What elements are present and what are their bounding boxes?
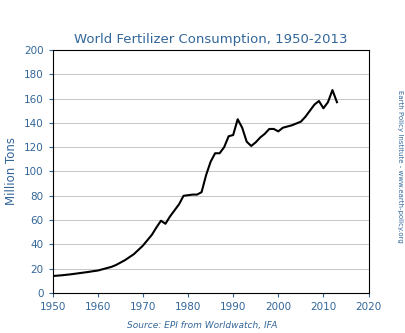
Text: Source: EPI from Worldwatch, IFA: Source: EPI from Worldwatch, IFA [127, 321, 278, 330]
Y-axis label: Million Tons: Million Tons [5, 138, 18, 205]
Title: World Fertilizer Consumption, 1950-2013: World Fertilizer Consumption, 1950-2013 [74, 33, 347, 46]
Text: Earth Policy Institute - www.earth-policy.org: Earth Policy Institute - www.earth-polic… [397, 90, 403, 243]
